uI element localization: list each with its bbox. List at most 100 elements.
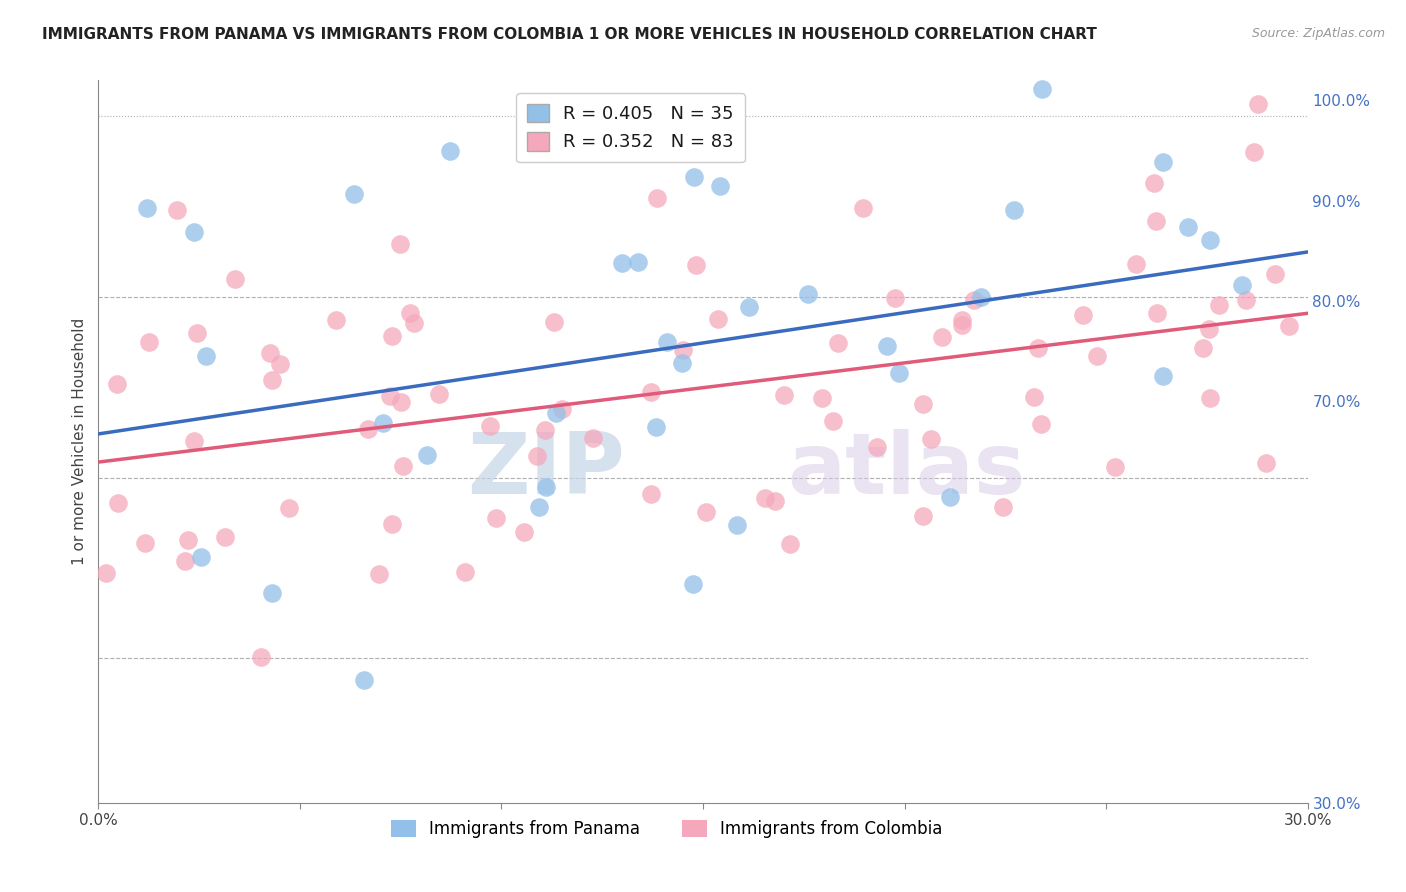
Point [381,516,404,531]
Point [912,397,935,411]
Point [1247,96,1270,111]
Point [644,419,666,434]
Point [683,169,706,184]
Point [543,314,565,328]
Point [325,313,347,327]
Point [950,318,973,332]
Point [931,330,953,344]
Point [173,554,195,568]
Point [536,480,558,494]
Point [392,458,415,473]
Point [827,335,849,350]
Point [399,306,422,320]
Point [1199,233,1222,247]
Point [1198,392,1220,406]
Point [269,357,291,371]
Point [1230,277,1253,292]
Point [96,566,118,581]
Point [969,290,991,304]
Point [546,406,568,420]
Point [993,500,1015,514]
Point [485,510,508,524]
Point [655,334,678,349]
Point [380,389,402,403]
Point [1177,219,1199,234]
Point [371,416,394,430]
Text: Source: ZipAtlas.com: Source: ZipAtlas.com [1251,27,1385,40]
Point [479,419,502,434]
Point [1256,456,1278,470]
Point [138,334,160,349]
Point [1192,341,1215,355]
Point [640,486,662,500]
Point [866,440,889,454]
Point [1264,268,1286,282]
Point [367,567,389,582]
Point [1031,82,1053,96]
Point [259,346,281,360]
Point [725,518,748,533]
Point [404,316,426,330]
Point [709,179,731,194]
Point [353,673,375,687]
Point [772,388,794,402]
Point [533,423,555,437]
Point [737,300,759,314]
Point [183,225,205,239]
Point [343,187,366,202]
Point [938,490,960,504]
Point [707,312,730,326]
Point [214,530,236,544]
Point [645,192,668,206]
Point [166,203,188,218]
Point [1146,306,1168,320]
Point [1208,298,1230,312]
Point [1243,145,1265,159]
Point [821,414,844,428]
Point [695,505,717,519]
Point [195,350,218,364]
Point [671,356,693,370]
Point [454,565,477,579]
Point [884,291,907,305]
Text: IMMIGRANTS FROM PANAMA VS IMMIGRANTS FROM COLOMBIA 1 OR MORE VEHICLES IN HOUSEHO: IMMIGRANTS FROM PANAMA VS IMMIGRANTS FRO… [42,27,1097,42]
Point [526,450,548,464]
Point [1152,155,1174,169]
Point [105,376,128,391]
Point [612,256,634,270]
Point [190,550,212,565]
Point [1104,460,1126,475]
Point [551,401,574,416]
Point [416,448,439,462]
Point [224,272,246,286]
Point [810,391,832,405]
Point [177,533,200,548]
Point [260,586,283,600]
Point [887,366,910,380]
Point [1278,319,1301,334]
Text: ZIP: ZIP [467,429,624,512]
Point [1125,256,1147,270]
Point [1143,176,1166,190]
Point [672,343,695,357]
Point [1152,369,1174,384]
Point [754,491,776,505]
Point [183,434,205,449]
Point [391,394,413,409]
Point [950,313,973,327]
Point [920,432,942,446]
Point [1085,349,1108,363]
Y-axis label: 1 or more Vehicles in Household: 1 or more Vehicles in Household [72,318,87,566]
Point [640,385,662,400]
Point [1198,321,1220,335]
Point [389,236,412,251]
Legend: Immigrants from Panama, Immigrants from Colombia: Immigrants from Panama, Immigrants from … [384,814,949,845]
Point [1024,390,1046,404]
Point [262,373,284,387]
Point [685,258,707,272]
Point [277,500,299,515]
Point [439,145,461,159]
Point [381,329,404,343]
Point [427,387,450,401]
Point [136,201,159,215]
